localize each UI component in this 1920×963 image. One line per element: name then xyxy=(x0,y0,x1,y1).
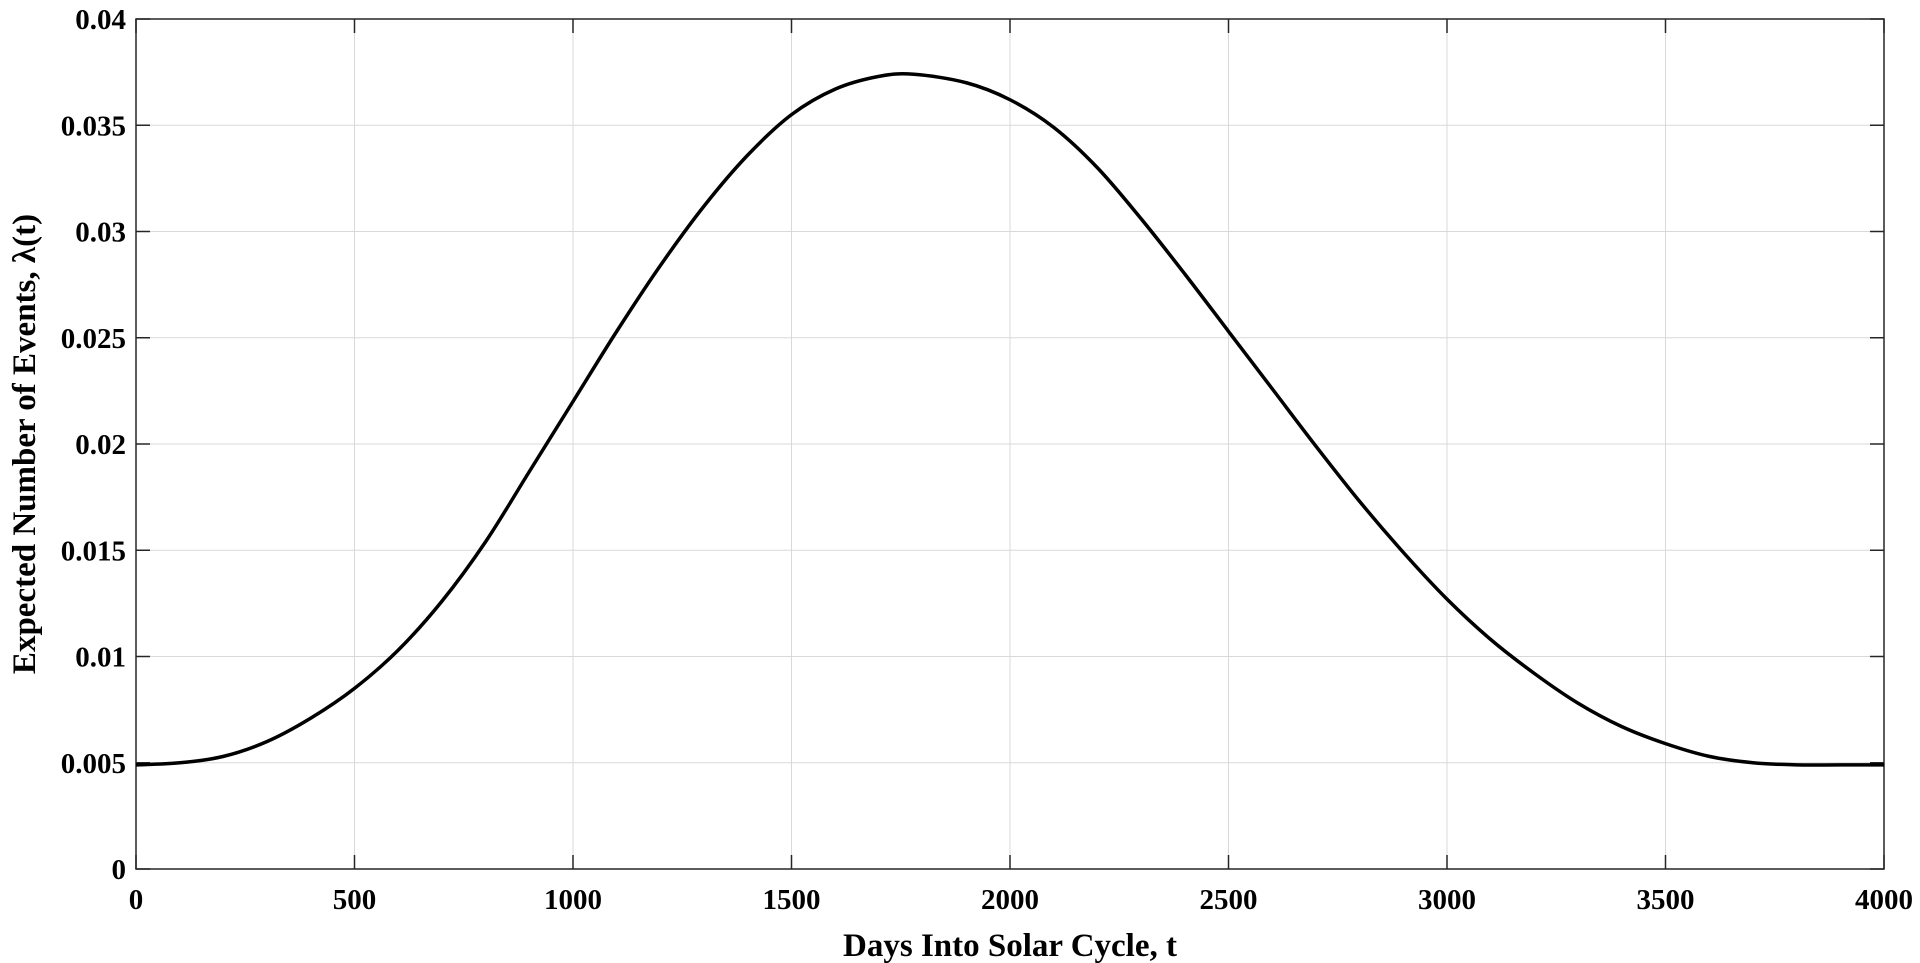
y-tick-label: 0.03 xyxy=(75,217,126,249)
x-tick-label: 1500 xyxy=(763,884,821,916)
y-tick-labels: 0 0.005 0.01 0.015 0.02 0.025 0.03 0.035 0.04 xyxy=(61,4,126,886)
x-tick-label: 1000 xyxy=(544,884,602,916)
series-line xyxy=(135,72,1884,767)
x-axis-label: Days Into Solar Cycle, t xyxy=(843,928,1177,963)
y-tick-label: 0.025 xyxy=(61,323,126,355)
y-tick-label: 0.035 xyxy=(61,110,126,142)
y-axis-label: Expected Number of Events, λ(t) xyxy=(7,214,43,674)
grid xyxy=(136,19,1884,869)
x-tick-label: 2500 xyxy=(1200,884,1258,916)
y-tick-label: 0.04 xyxy=(75,4,126,36)
x-tick-labels: 0 500 1000 1500 2000 2500 3000 3500 4000 xyxy=(129,884,1913,916)
x-tick-label: 500 xyxy=(333,884,377,916)
y-tick-label: 0 xyxy=(112,854,127,886)
y-tick-label: 0.01 xyxy=(75,642,126,674)
x-tick-label: 2000 xyxy=(981,884,1039,916)
y-tick-label: 0.02 xyxy=(75,429,126,461)
x-tick-label: 4000 xyxy=(1855,884,1913,916)
y-tick-label: 0.015 xyxy=(61,535,126,567)
x-tick-label: 3500 xyxy=(1637,884,1695,916)
y-tick-label: 0.005 xyxy=(61,748,126,780)
x-tick-label: 3000 xyxy=(1418,884,1476,916)
plot-frame xyxy=(135,18,1885,870)
x-tick-label: 0 xyxy=(129,884,144,916)
